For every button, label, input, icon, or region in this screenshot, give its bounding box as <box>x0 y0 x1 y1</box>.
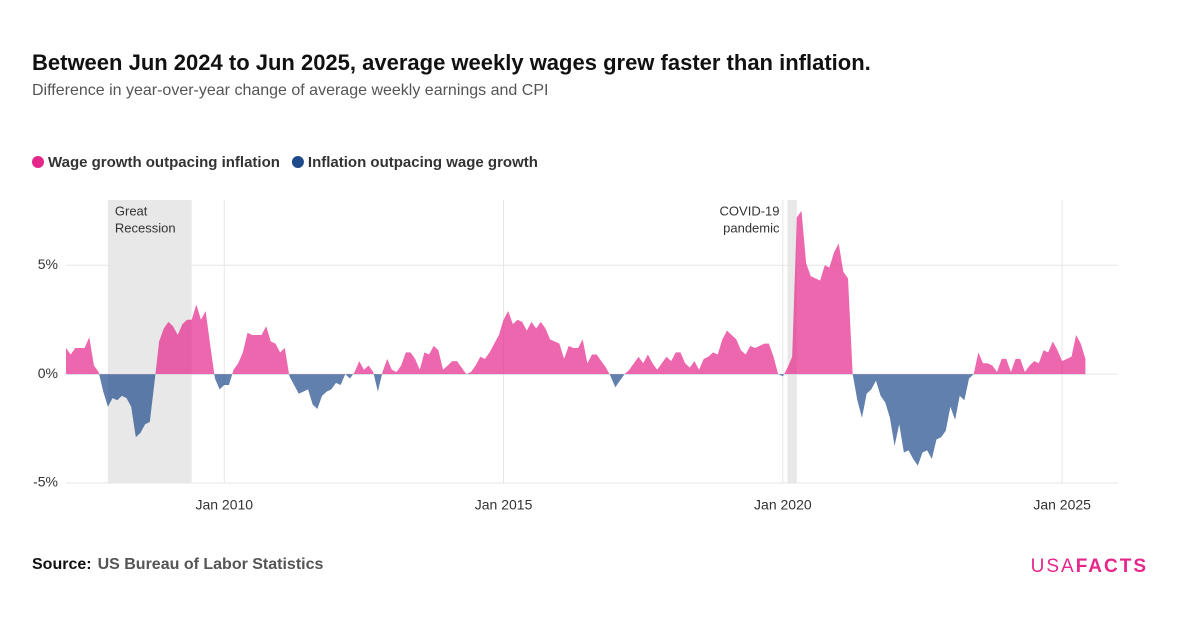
logo-part: FACTS <box>1076 556 1148 577</box>
source-label: Source: <box>32 556 92 573</box>
shaded-label: pandemic <box>723 220 780 235</box>
legend-label: Wage growth outpacing inflation <box>48 154 280 171</box>
source: US Bureau of Labor Statistics <box>98 556 324 573</box>
shaded-label: Recession <box>115 220 176 235</box>
logo-part: USA <box>1031 556 1076 577</box>
x-tick-label: Jan 2020 <box>754 497 812 513</box>
x-tick-label: Jan 2015 <box>475 497 533 513</box>
legend-marker <box>32 156 44 168</box>
legend-label: Inflation outpacing wage growth <box>308 154 538 171</box>
shaded-label: COVID-19 <box>720 203 780 218</box>
shaded-label: Great <box>115 203 148 218</box>
y-tick-label: 5% <box>38 256 58 272</box>
x-tick-label: Jan 2010 <box>195 497 253 513</box>
x-tick-label: Jan 2025 <box>1033 497 1091 513</box>
area-positive <box>66 210 1086 375</box>
chart-title: Between Jun 2024 to Jun 2025, average we… <box>32 50 871 75</box>
legend-marker <box>291 156 304 168</box>
logo: USAFACTS <box>1031 556 1148 577</box>
shaded-period <box>787 200 797 483</box>
chart-subtitle: Difference in year-over-year change of a… <box>32 82 548 99</box>
y-tick-label: -5% <box>33 474 58 490</box>
y-tick-label: 0% <box>38 365 58 381</box>
area-negative <box>66 374 1086 466</box>
